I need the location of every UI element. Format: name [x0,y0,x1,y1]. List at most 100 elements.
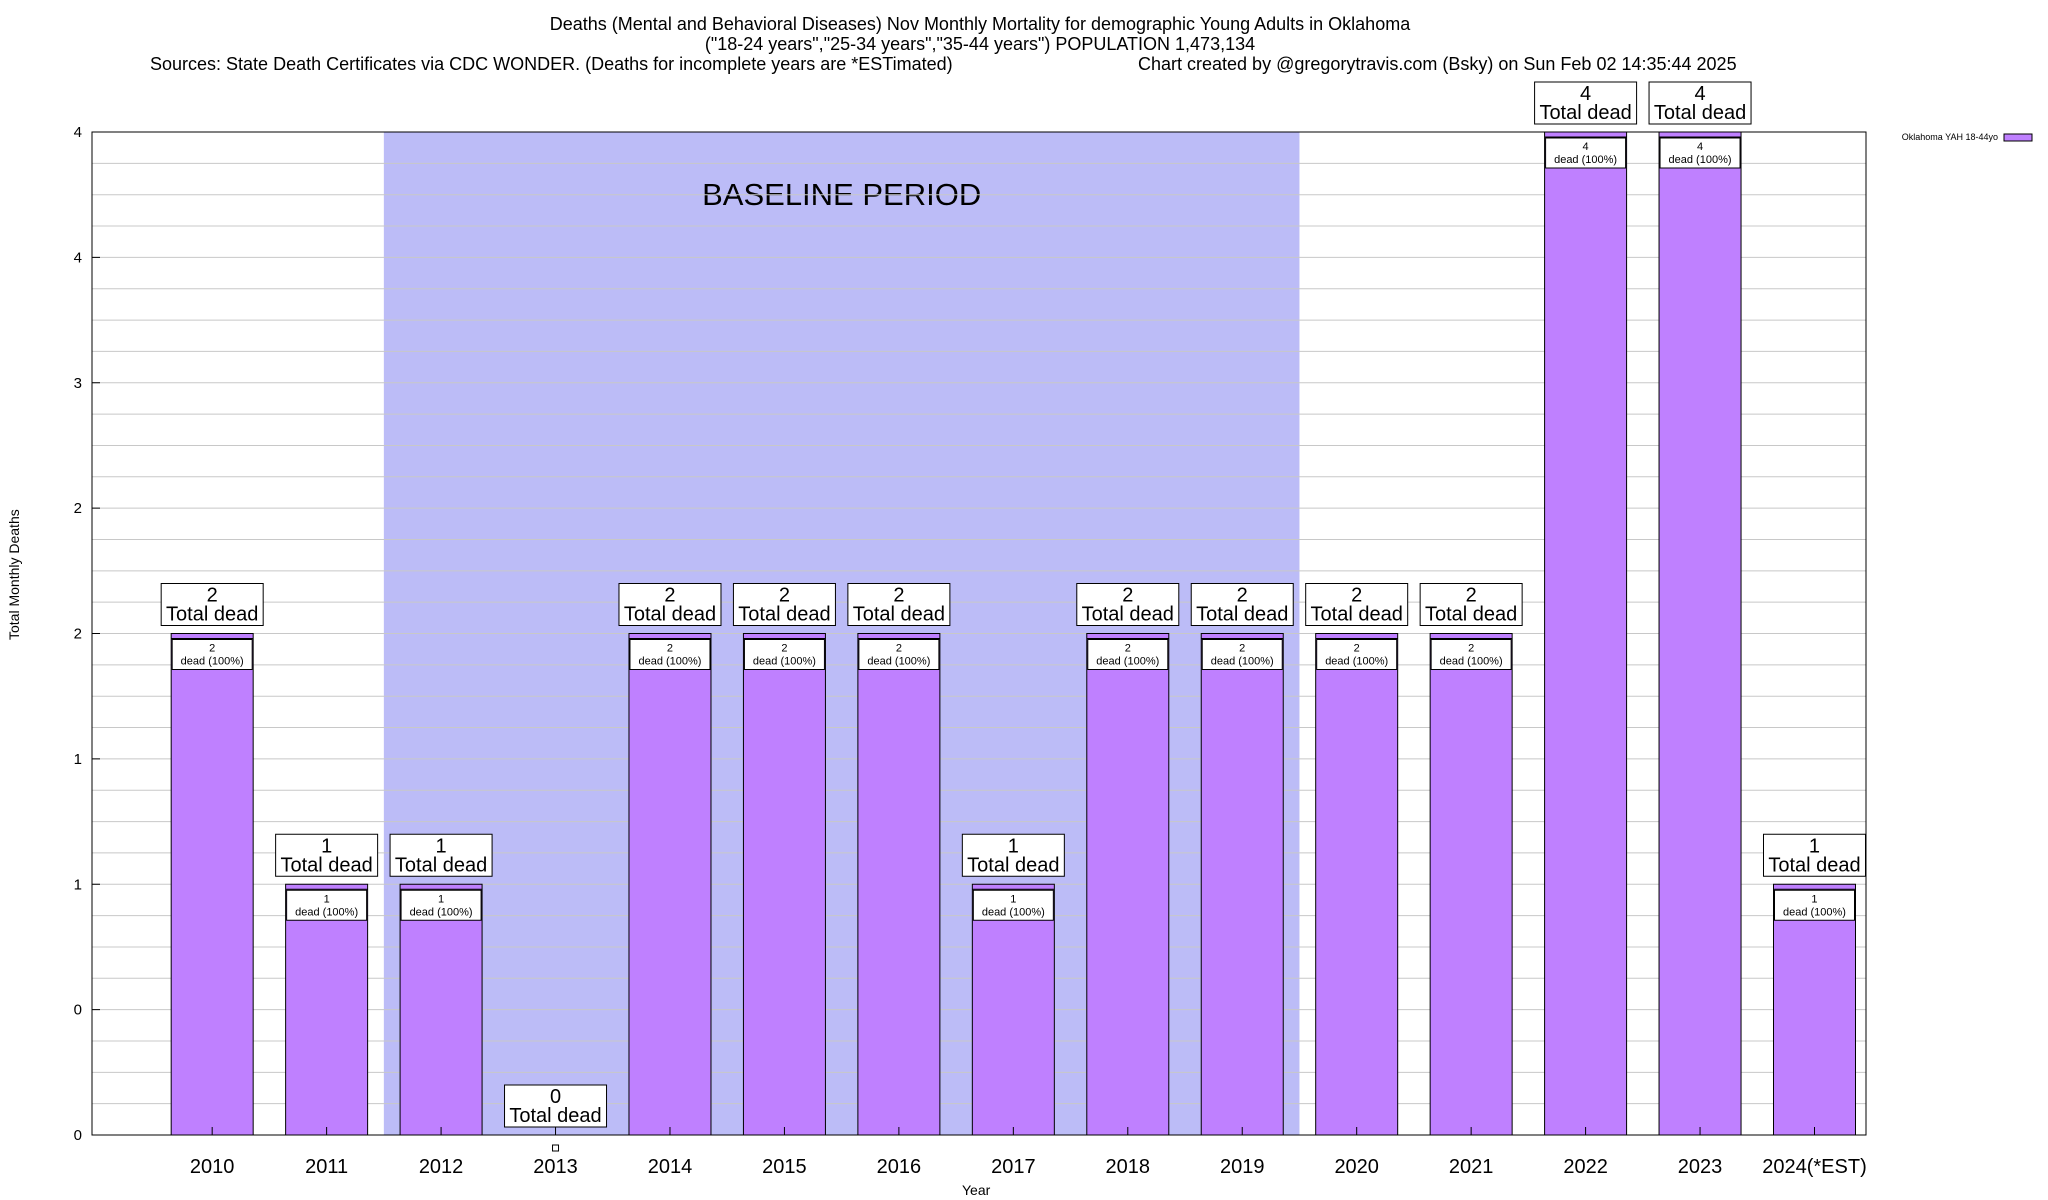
total-label-text: Total dead [853,604,945,626]
inner-label-count: 2 [1468,643,1474,655]
plot-border [91,131,1867,1136]
bar [170,633,254,1136]
inner-label-text: dead (100%) [1325,656,1388,668]
bar [742,633,826,1136]
x-tick-label: 2016 [877,1156,922,1178]
x-tick-label: 2012 [419,1156,464,1178]
chart-title-line-2: ("18-24 years","25-34 years","35-44 year… [704,34,1256,54]
y-tick-label: 1 [74,876,82,893]
inner-label-count: 1 [324,893,330,905]
total-label-text: Total dead [624,604,716,626]
inner-label-box [629,639,711,670]
inner-label-text: dead (100%) [410,906,473,918]
y-tick-label: 4 [74,124,82,141]
x-tick-label: 2017 [991,1156,1036,1178]
inner-label-box [1430,639,1512,670]
inner-label-count: 2 [667,643,673,655]
bar [628,633,712,1136]
total-label-box [732,583,836,626]
inner-label-count: 2 [781,643,787,655]
inner-label-box [1201,639,1283,670]
total-label-text: Total dead [509,1105,601,1127]
total-label-count: 4 [1580,83,1591,105]
total-label-box [275,833,379,877]
x-tick-label: 2021 [1449,1156,1494,1178]
inner-label-text: dead (100%) [982,906,1045,918]
y-tick-label: 1 [74,751,82,768]
inner-label-count: 2 [1125,643,1131,655]
inner-label-box [171,639,253,670]
total-label-count: 4 [1694,83,1705,105]
x-tick-label: 2020 [1334,1156,1379,1178]
inner-label-text: dead (100%) [638,656,701,668]
total-label-text: Total dead [280,854,372,876]
inner-label-text: dead (100%) [1783,906,1846,918]
total-label-box [618,583,722,626]
inner-label-text: dead (100%) [753,656,816,668]
inner-label-box [400,889,482,921]
inner-label-count: 1 [1010,893,1016,905]
chart-title: Deaths (Mental and Behavioral Diseases) … [0,14,1960,54]
total-label-text: Total dead [1311,604,1403,626]
y-tick-label: 0 [74,1127,82,1144]
inner-label-box [972,889,1054,921]
total-label-count: 2 [1237,585,1248,607]
bar [1658,131,1742,1136]
bar [285,883,369,1136]
total-label-box [389,833,493,877]
total-label-text: Total dead [395,854,487,876]
x-tick-label: 2018 [1106,1156,1151,1178]
inner-label-count: 1 [1811,893,1817,905]
bar [1544,131,1628,1136]
y-tick-label: 0 [74,1002,82,1019]
bar [1772,883,1856,1136]
chart-sources: Sources: State Death Certificates via CD… [150,54,953,74]
bar [857,633,941,1136]
inner-label-count: 1 [438,893,444,905]
total-label-count: 2 [1351,585,1362,607]
total-label-box [847,583,951,626]
y-tick-label: 4 [74,249,82,266]
x-tick-label: 2010 [190,1156,235,1178]
total-label-box [961,833,1065,877]
total-label-count: 1 [436,835,447,857]
inner-label-box [1659,137,1741,169]
total-label-count: 1 [1809,835,1820,857]
bar [1429,633,1513,1136]
total-label-count: 2 [664,585,675,607]
x-tick-label: 2019 [1220,1156,1265,1178]
total-label-box [160,583,264,626]
bar [1200,633,1284,1136]
x-tick-label: 2011 [305,1156,348,1178]
total-label-text: Total dead [738,604,830,626]
x-tick-label: 2013 [533,1156,578,1178]
x-tick-label: 2015 [762,1156,807,1178]
legend-swatch [2003,133,2033,142]
total-label-box [1305,583,1409,626]
total-label-text: Total dead [1425,604,1517,626]
total-label-text: Total dead [166,604,258,626]
total-label-count: 0 [550,1086,561,1108]
total-label-box [1648,81,1752,125]
inner-label-text: dead (100%) [295,906,358,918]
inner-label-count: 2 [1354,643,1360,655]
x-tick-label: 2024(*EST) [1762,1156,1867,1178]
chart-title-line-1: Deaths (Mental and Behavioral Diseases) … [549,14,1411,34]
inner-label-box [743,639,825,670]
total-label-text: Total dead [1539,102,1631,124]
inner-label-box [1545,137,1627,169]
total-label-count: 2 [1466,585,1477,607]
total-label-count: 1 [321,835,332,857]
bar [399,883,483,1136]
inner-label-text: dead (100%) [181,656,244,668]
y-tick-label: 2 [74,626,82,643]
zero-marker [552,1144,560,1152]
inner-label-text: dead (100%) [867,656,930,668]
total-label-text: Total dead [1768,854,1860,876]
inner-label-box [1087,639,1169,670]
total-label-box [1076,583,1180,626]
y-tick-label: 2 [74,500,82,517]
inner-label-box [1316,639,1398,670]
total-label-text: Total dead [1082,604,1174,626]
